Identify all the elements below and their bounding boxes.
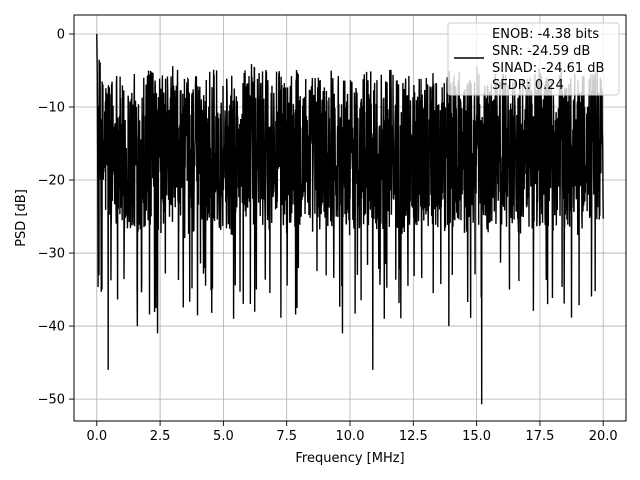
y-tick-label: −10	[38, 101, 65, 116]
x-tick-label: 20.0	[589, 429, 618, 444]
legend-entry-sinad: SINAD: -24.61 dB	[492, 61, 604, 76]
y-axis-ticks: 0 −10 −20 −30 −40 −50	[38, 27, 74, 408]
x-tick-label: 2.5	[150, 429, 171, 444]
y-tick-label: −20	[38, 174, 65, 189]
series-layer	[96, 33, 604, 405]
x-tick-label: 12.5	[399, 429, 428, 444]
x-tick-label: 17.5	[525, 429, 554, 444]
legend-entry-enob: ENOB: -4.38 bits	[492, 27, 599, 42]
x-axis-label: Frequency [MHz]	[295, 451, 404, 466]
y-tick-label: 0	[57, 27, 65, 42]
x-tick-label: 10.0	[336, 429, 365, 444]
x-tick-label: 7.5	[276, 429, 297, 444]
y-tick-label: −30	[38, 247, 65, 262]
y-tick-label: −40	[38, 320, 65, 335]
legend-entry-sfdr: SFDR: 0.24	[492, 78, 564, 93]
legend-entry-snr: SNR: -24.59 dB	[492, 44, 590, 59]
legend-box	[447, 22, 620, 96]
psd-series-line	[96, 33, 604, 405]
y-axis-label: PSD [dB]	[14, 189, 29, 247]
legend: ENOB: -4.38 bits SNR: -24.59 dB SINAD: -…	[447, 22, 620, 96]
x-tick-label: 15.0	[462, 429, 491, 444]
x-tick-label: 0.0	[86, 429, 107, 444]
y-tick-label: −50	[38, 393, 65, 408]
x-tick-label: 5.0	[213, 429, 234, 444]
x-axis-ticks: 0.0 2.5 5.0 7.5 10.0 12.5 15.0 17.5 20.0	[86, 421, 618, 444]
